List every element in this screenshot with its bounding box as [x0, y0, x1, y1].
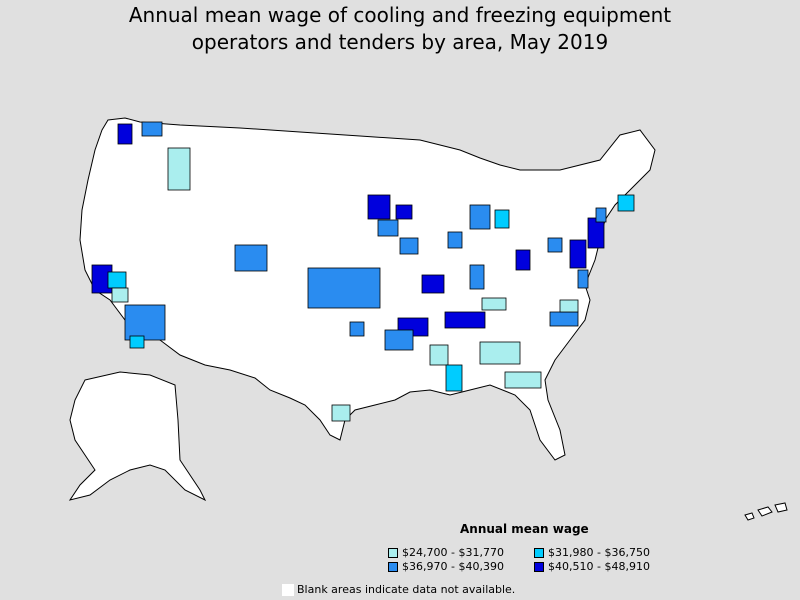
area-ky: [481, 297, 507, 311]
hawaii-island-1: [744, 512, 755, 521]
alaska-outline: [68, 371, 207, 502]
area-ia2: [399, 237, 419, 255]
area-idaho: [167, 147, 191, 191]
area-ga: [479, 341, 521, 365]
area-ny: [595, 207, 607, 223]
area-ok: [349, 321, 365, 337]
area-al: [445, 364, 463, 392]
area-mi2: [469, 204, 491, 230]
area-in: [469, 264, 485, 290]
hawaii-island-3: [774, 502, 788, 513]
legend-item-1: $24,700 - $31,770: [388, 546, 504, 559]
area-ms: [429, 344, 449, 366]
area-md: [577, 269, 589, 289]
note-text: Blank areas indicate data not available.: [297, 583, 516, 596]
map-title: Annual mean wage of cooling and freezing…: [0, 2, 800, 56]
area-nj: [587, 217, 605, 249]
legend-label-4: $40,510 - $48,910: [548, 560, 650, 573]
legend-label-2: $31,980 - $36,750: [548, 546, 650, 559]
area-colorado: [234, 244, 268, 272]
hawaii-island-2: [757, 506, 773, 517]
area-sc: [504, 371, 542, 389]
area-mi3: [494, 209, 510, 229]
area-ark: [384, 329, 414, 351]
legend-label-1: $24,700 - $31,770: [402, 546, 504, 559]
area-kansas: [307, 267, 381, 309]
area-spokane: [141, 121, 163, 137]
area-pa: [569, 239, 587, 269]
legend-swatch-2: [534, 547, 544, 558]
area-iowa: [377, 219, 399, 237]
blank-swatch: [282, 583, 294, 596]
area-ny2: [547, 237, 563, 253]
shaded-areas: [91, 121, 635, 422]
legend-swatch-4: [534, 561, 544, 572]
legend-swatch-3: [388, 561, 398, 572]
legend-swatch-1: [388, 547, 398, 558]
area-fresno: [111, 287, 129, 303]
area-oh: [515, 249, 531, 271]
availability-note: Blank areas indicate data not available.: [282, 583, 515, 596]
area-stlouis: [421, 274, 445, 294]
area-nashville: [444, 311, 486, 329]
area-nc: [549, 311, 579, 327]
legend-item-2: $31,980 - $36,750: [534, 546, 650, 559]
title-line-2: operators and tenders by area, May 2019: [191, 30, 609, 54]
area-ma: [617, 194, 635, 212]
legend-item-4: $40,510 - $48,910: [534, 560, 650, 573]
area-wi: [395, 204, 413, 220]
area-tx: [331, 404, 351, 422]
area-sacramento: [107, 271, 127, 289]
area-sd: [129, 335, 145, 349]
area-la: [124, 304, 166, 341]
legend-item-3: $36,970 - $40,390: [388, 560, 504, 573]
area-va: [559, 299, 579, 313]
area-minneapolis: [367, 194, 391, 220]
area-seattle: [117, 123, 133, 145]
area-mi1: [447, 231, 463, 249]
legend-label-3: $36,970 - $40,390: [402, 560, 504, 573]
legend-title: Annual mean wage: [460, 522, 589, 536]
hawaii: [744, 502, 788, 521]
alaska: [68, 371, 207, 502]
title-line-1: Annual mean wage of cooling and freezing…: [128, 3, 672, 27]
